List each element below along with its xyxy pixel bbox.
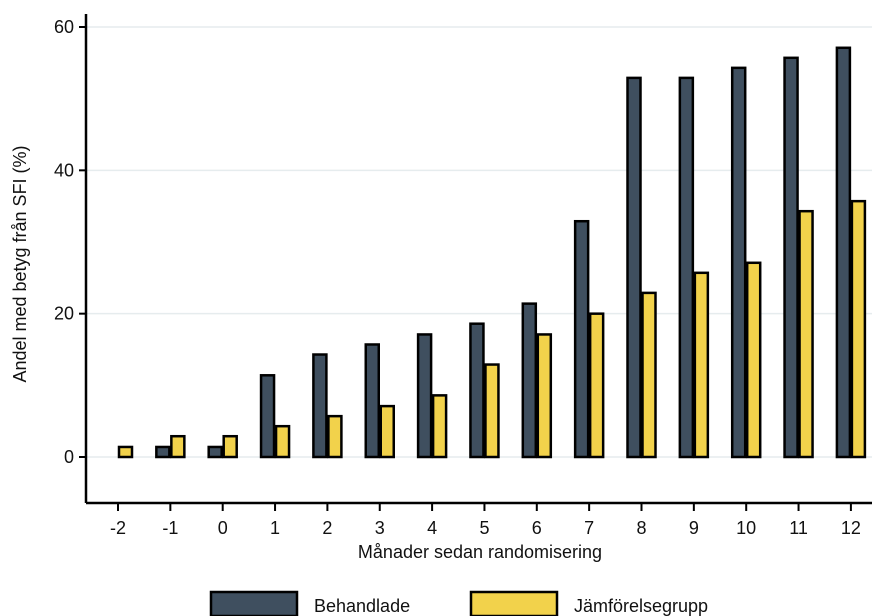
y-axis-title: Andel med betyg från SFI (%) xyxy=(10,145,30,382)
x-tick-label: 9 xyxy=(689,518,699,538)
bar-jamforelsegrupp xyxy=(798,209,814,459)
bar-jamforelsegrupp xyxy=(327,414,343,459)
axes xyxy=(84,14,872,505)
bar-jamforelsegrupp xyxy=(693,271,710,459)
bar-behandlade xyxy=(469,322,485,459)
bar-jamforelsegrupp xyxy=(850,199,867,459)
x-ticks: -2 -1 0 1 2 3 4 5 6 7 8 9 10 11 12 xyxy=(110,503,861,538)
bar-jamforelsegrupp xyxy=(117,445,134,459)
bar-behandlade xyxy=(783,56,799,459)
bar-jamforelsegrupp xyxy=(536,333,553,459)
legend-label: Behandlade xyxy=(314,596,410,616)
x-tick-label: 0 xyxy=(218,518,228,538)
bar-behandlade xyxy=(573,219,590,459)
x-tick-label: 11 xyxy=(789,518,808,538)
bar-jamforelsegrupp xyxy=(170,434,186,459)
legend-swatch xyxy=(209,590,299,616)
legend-swatch xyxy=(469,590,559,616)
x-tick-label: 3 xyxy=(375,518,385,538)
y-tick-label: 20 xyxy=(54,304,74,324)
bar-jamforelsegrupp xyxy=(641,291,657,459)
bar-behandlade xyxy=(521,302,538,459)
bar-jamforelsegrupp xyxy=(588,312,605,459)
x-axis-title: Månader sedan randomisering xyxy=(358,542,602,562)
bar-behandlade xyxy=(678,76,695,459)
bar-behandlade xyxy=(364,343,380,459)
legend-label: Jämförelsegrupp xyxy=(574,596,708,616)
bar-jamforelsegrupp xyxy=(484,363,500,459)
x-tick-label: 10 xyxy=(736,518,756,538)
x-tick-label: -2 xyxy=(110,518,126,538)
y-ticks: 0 20 40 60 xyxy=(54,17,86,467)
y-tick-label: 0 xyxy=(64,447,74,467)
x-tick-label: 5 xyxy=(479,518,489,538)
x-tick-label: 7 xyxy=(584,518,594,538)
bar-behandlade xyxy=(155,445,171,459)
x-tick-label: 12 xyxy=(841,518,861,538)
y-tick-label: 40 xyxy=(54,160,74,180)
x-tick-label: 1 xyxy=(270,518,280,538)
bar-jamforelsegrupp xyxy=(379,404,395,459)
x-tick-label: 4 xyxy=(427,518,437,538)
bar-behandlade xyxy=(416,333,433,459)
legend: Behandlade Jämförelsegrupp xyxy=(209,590,708,616)
bar-jamforelsegrupp xyxy=(745,261,762,459)
bar-behandlade xyxy=(835,46,852,459)
bar-behandlade xyxy=(312,353,328,459)
x-tick-label: 8 xyxy=(636,518,646,538)
bars xyxy=(117,46,867,459)
y-tick-label: 60 xyxy=(54,17,74,37)
bar-jamforelsegrupp xyxy=(431,394,448,459)
x-tick-label: 2 xyxy=(322,518,332,538)
x-tick-label: -1 xyxy=(162,518,178,538)
bar-jamforelsegrupp xyxy=(274,424,291,459)
bar-jamforelsegrupp xyxy=(222,434,238,459)
bar-behandlade xyxy=(730,66,747,459)
bar-behandlade xyxy=(626,76,642,459)
bar-behandlade xyxy=(259,374,276,459)
bar-behandlade xyxy=(207,445,223,459)
x-tick-label: 6 xyxy=(532,518,542,538)
